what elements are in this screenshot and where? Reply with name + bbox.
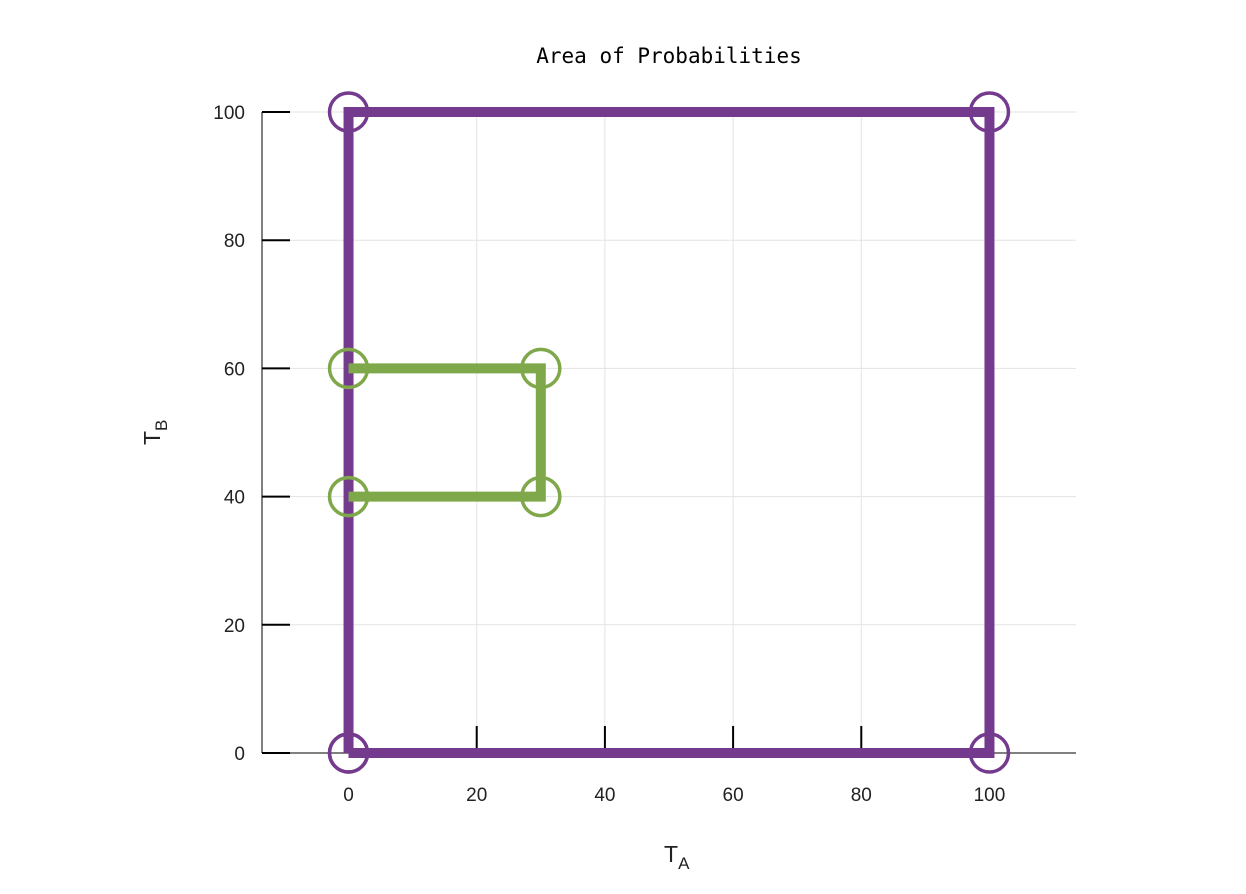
y-tick-label: 80 [224, 231, 245, 252]
y-tick-label: 20 [224, 616, 245, 637]
x-axis-label-sub: A [678, 854, 690, 873]
x-tick-label: 0 [343, 785, 354, 806]
y-axis-label: TB [139, 420, 171, 445]
grid [262, 111, 1076, 754]
series-2-point [327, 347, 370, 390]
series-1-point [327, 91, 370, 133]
y-tick-label: 40 [224, 488, 245, 509]
series-2-line [348, 363, 546, 502]
series-1-point [327, 732, 370, 774]
series-layer [327, 91, 1011, 774]
series-1-point [968, 91, 1011, 133]
x-axis-label: TA [664, 841, 690, 873]
chart-title: Area of Probabilities [536, 44, 802, 68]
series-2-point [327, 475, 370, 518]
x-tick-label: 40 [594, 785, 615, 806]
x-axis-label-main: T [664, 841, 678, 867]
series-1-point [968, 732, 1011, 774]
y-axis-label-sub: B [152, 420, 171, 431]
x-tick-label: 80 [851, 785, 872, 806]
tick-labels: 0 20 40 60 80 100 0 20 40 60 80 100 [213, 103, 1005, 806]
x-tick-label: 60 [723, 785, 744, 806]
x-tick-label: 20 [466, 785, 487, 806]
series-2-point [520, 475, 562, 518]
series-1-line [343, 107, 995, 758]
x-tick-label: 100 [974, 785, 1006, 806]
axes [261, 111, 1076, 754]
y-tick-label: 100 [213, 103, 245, 124]
y-axis-label-main: T [139, 431, 165, 445]
y-tick-label: 0 [234, 744, 245, 765]
y-tick-label: 60 [224, 359, 245, 380]
series-2-point [520, 347, 562, 390]
